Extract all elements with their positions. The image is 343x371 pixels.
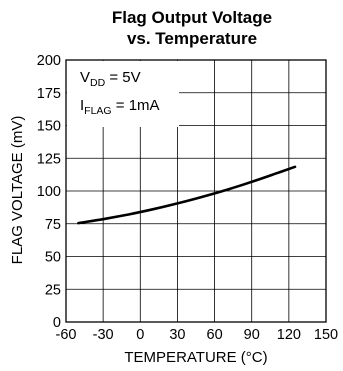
y-axis-label: FLAG VOLTAGE (mV) [9, 116, 26, 265]
x-tick-label: 0 [136, 327, 144, 343]
y-tick-label: 75 [45, 217, 61, 233]
plot-frame [65, 59, 327, 323]
annotation-iflag-sub: FLAG [84, 105, 111, 117]
x-tick-label: -30 [93, 327, 114, 343]
annotation-vdd-rest: = 5V [105, 69, 140, 86]
x-tick-label: -60 [56, 327, 77, 343]
x-tick-label: 30 [169, 327, 185, 343]
annotation-vdd-sub: DD [90, 77, 106, 89]
y-tick-label: 25 [45, 282, 61, 298]
x-tick-label: 120 [277, 327, 301, 343]
x-tick-label: 60 [207, 327, 223, 343]
annotation-iflag-rest: = 1mA [112, 97, 160, 114]
y-tick-label: 50 [45, 250, 61, 266]
y-tick-label: 150 [37, 119, 61, 135]
y-tick-label: 125 [37, 151, 61, 167]
annotation-iflag-main: I [80, 97, 84, 114]
annotation-vdd: VDD = 5V [80, 69, 141, 89]
x-axis-label: TEMPERATURE (°C) [124, 349, 267, 366]
flag-voltage-line [77, 165, 297, 225]
x-tick-label: 90 [244, 327, 260, 343]
chart-title-line-1: Flag Output Voltage [112, 8, 272, 27]
y-tick-label: 175 [37, 86, 61, 102]
annotation-iflag: IFLAG = 1mA [80, 97, 160, 117]
y-tick-label: 200 [37, 53, 61, 69]
y-tick-label: 100 [37, 184, 61, 200]
y-tick-label: 0 [53, 315, 61, 331]
annotation-box [67, 61, 179, 127]
x-tick-labels: -60 -30 0 30 60 90 120 150 [56, 327, 339, 343]
chart-title-line-2: vs. Temperature [127, 29, 257, 48]
y-tick-labels: 0 25 50 75 100 125 150 175 200 [37, 53, 61, 331]
series-layer [77, 165, 297, 225]
x-tick-label: 150 [314, 327, 338, 343]
annotation-vdd-main: V [80, 69, 90, 86]
